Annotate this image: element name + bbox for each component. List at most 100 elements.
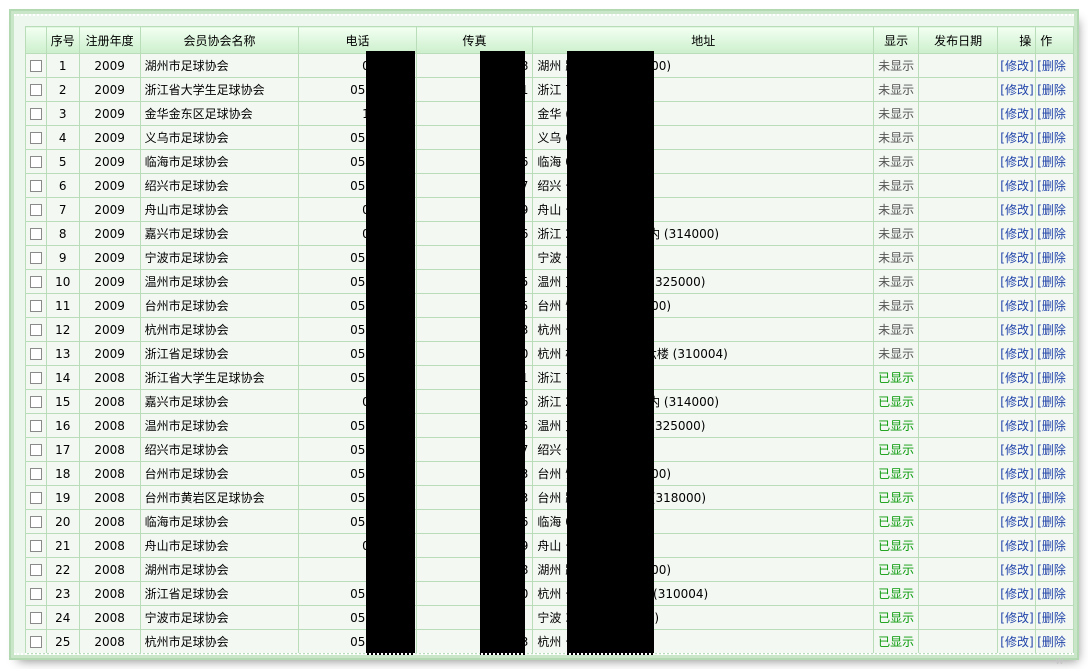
row-display-status[interactable]: 已显示 xyxy=(873,629,920,654)
row-edit-link[interactable]: [修改] xyxy=(997,173,1037,198)
row-display-status[interactable]: 已显示 xyxy=(873,461,920,486)
row-edit-link[interactable]: [修改] xyxy=(997,341,1037,366)
row-checkbox[interactable] xyxy=(29,444,42,456)
row-delete-link[interactable]: [删除 xyxy=(1035,413,1074,438)
row-edit-link[interactable]: [修改] xyxy=(997,197,1037,222)
row-delete-link[interactable]: [删除 xyxy=(1035,317,1074,342)
row-delete-link[interactable]: [删除 xyxy=(1035,293,1074,318)
row-edit-link[interactable]: [修改] xyxy=(997,293,1037,318)
row-checkbox[interactable] xyxy=(29,492,42,504)
column-header-phone[interactable]: 电话 xyxy=(298,26,417,54)
row-delete-link[interactable]: [删除 xyxy=(1035,365,1074,390)
row-edit-link[interactable]: [修改] xyxy=(997,101,1037,126)
row-checkbox[interactable] xyxy=(29,300,42,312)
row-edit-link[interactable]: [修改] xyxy=(997,461,1037,486)
row-checkbox[interactable] xyxy=(29,60,42,72)
row-delete-link[interactable]: [删除 xyxy=(1035,341,1074,366)
row-delete-link[interactable]: [删除 xyxy=(1035,605,1074,630)
row-edit-link[interactable]: [修改] xyxy=(997,413,1037,438)
column-header-display[interactable]: 显示 xyxy=(873,26,920,54)
row-delete-link[interactable]: [删除 xyxy=(1035,245,1074,270)
row-display-status[interactable]: 未显示 xyxy=(873,317,920,342)
row-display-status[interactable]: 未显示 xyxy=(873,293,920,318)
row-display-status[interactable]: 未显示 xyxy=(873,149,920,174)
row-display-status[interactable]: 未显示 xyxy=(873,53,920,78)
row-checkbox[interactable] xyxy=(29,612,42,624)
row-delete-link[interactable]: [删除 xyxy=(1035,77,1074,102)
row-edit-link[interactable]: [修改] xyxy=(997,221,1037,246)
row-checkbox[interactable] xyxy=(29,132,42,144)
row-delete-link[interactable]: [删除 xyxy=(1035,461,1074,486)
column-header-publish-date[interactable]: 发布日期 xyxy=(918,26,999,54)
row-display-status[interactable]: 已显示 xyxy=(873,413,920,438)
row-edit-link[interactable]: [修改] xyxy=(997,581,1037,606)
column-header-index[interactable]: 序号 xyxy=(45,26,80,54)
row-checkbox[interactable] xyxy=(29,420,42,432)
row-checkbox[interactable] xyxy=(29,468,42,480)
row-display-status[interactable]: 已显示 xyxy=(873,557,920,582)
row-display-status[interactable]: 已显示 xyxy=(873,389,920,414)
row-delete-link[interactable]: [删除 xyxy=(1035,149,1074,174)
column-header-address[interactable]: 地址 xyxy=(532,26,875,54)
row-display-status[interactable]: 未显示 xyxy=(873,125,920,150)
row-delete-link[interactable]: [删除 xyxy=(1035,485,1074,510)
row-display-status[interactable]: 未显示 xyxy=(873,221,920,246)
column-header-name[interactable]: 会员协会名称 xyxy=(139,26,300,54)
row-checkbox[interactable] xyxy=(29,228,42,240)
row-display-status[interactable]: 未显示 xyxy=(873,269,920,294)
row-delete-link[interactable]: [删除 xyxy=(1035,53,1074,78)
row-checkbox[interactable] xyxy=(29,516,42,528)
row-delete-link[interactable]: [删除 xyxy=(1035,221,1074,246)
row-display-status[interactable]: 已显示 xyxy=(873,533,920,558)
row-delete-link[interactable]: [删除 xyxy=(1035,533,1074,558)
row-edit-link[interactable]: [修改] xyxy=(997,269,1037,294)
row-edit-link[interactable]: [修改] xyxy=(997,509,1037,534)
row-display-status[interactable]: 已显示 xyxy=(873,485,920,510)
row-edit-link[interactable]: [修改] xyxy=(997,365,1037,390)
row-edit-link[interactable]: [修改] xyxy=(997,629,1037,654)
row-display-status[interactable]: 未显示 xyxy=(873,341,920,366)
row-delete-link[interactable]: [删除 xyxy=(1035,125,1074,150)
row-checkbox[interactable] xyxy=(29,108,42,120)
row-delete-link[interactable]: [删除 xyxy=(1035,509,1074,534)
row-display-status[interactable]: 已显示 xyxy=(873,509,920,534)
row-edit-link[interactable]: [修改] xyxy=(997,125,1037,150)
row-delete-link[interactable]: [删除 xyxy=(1035,173,1074,198)
row-edit-link[interactable]: [修改] xyxy=(997,389,1037,414)
row-checkbox[interactable] xyxy=(29,540,42,552)
row-display-status[interactable]: 未显示 xyxy=(873,197,920,222)
row-delete-link[interactable]: [删除 xyxy=(1035,197,1074,222)
column-header-year[interactable]: 注册年度 xyxy=(78,26,141,54)
row-delete-link[interactable]: [删除 xyxy=(1035,581,1074,606)
column-header-fax[interactable]: 传真 xyxy=(415,26,534,54)
row-checkbox[interactable] xyxy=(29,276,42,288)
row-edit-link[interactable]: [修改] xyxy=(997,77,1037,102)
row-display-status[interactable]: 未显示 xyxy=(873,77,920,102)
row-display-status[interactable]: 已显示 xyxy=(873,605,920,630)
row-edit-link[interactable]: [修改] xyxy=(997,317,1037,342)
row-edit-link[interactable]: [修改] xyxy=(997,245,1037,270)
row-checkbox[interactable] xyxy=(29,180,42,192)
row-edit-link[interactable]: [修改] xyxy=(997,557,1037,582)
row-checkbox[interactable] xyxy=(29,636,42,648)
row-delete-link[interactable]: [删除 xyxy=(1035,389,1074,414)
row-delete-link[interactable]: [删除 xyxy=(1035,269,1074,294)
row-edit-link[interactable]: [修改] xyxy=(997,149,1037,174)
row-edit-link[interactable]: [修改] xyxy=(997,533,1037,558)
row-checkbox[interactable] xyxy=(29,372,42,384)
row-delete-link[interactable]: [删除 xyxy=(1035,557,1074,582)
row-delete-link[interactable]: [删除 xyxy=(1035,629,1074,654)
row-display-status[interactable]: 未显示 xyxy=(873,245,920,270)
row-display-status[interactable]: 未显示 xyxy=(873,101,920,126)
row-checkbox[interactable] xyxy=(29,252,42,264)
row-display-status[interactable]: 已显示 xyxy=(873,365,920,390)
row-display-status[interactable]: 已显示 xyxy=(873,581,920,606)
row-checkbox[interactable] xyxy=(29,156,42,168)
row-checkbox[interactable] xyxy=(29,84,42,96)
row-display-status[interactable]: 已显示 xyxy=(873,437,920,462)
row-checkbox[interactable] xyxy=(29,564,42,576)
row-delete-link[interactable]: [删除 xyxy=(1035,101,1074,126)
row-delete-link[interactable]: [删除 xyxy=(1035,437,1074,462)
row-checkbox[interactable] xyxy=(29,588,42,600)
row-checkbox[interactable] xyxy=(29,396,42,408)
